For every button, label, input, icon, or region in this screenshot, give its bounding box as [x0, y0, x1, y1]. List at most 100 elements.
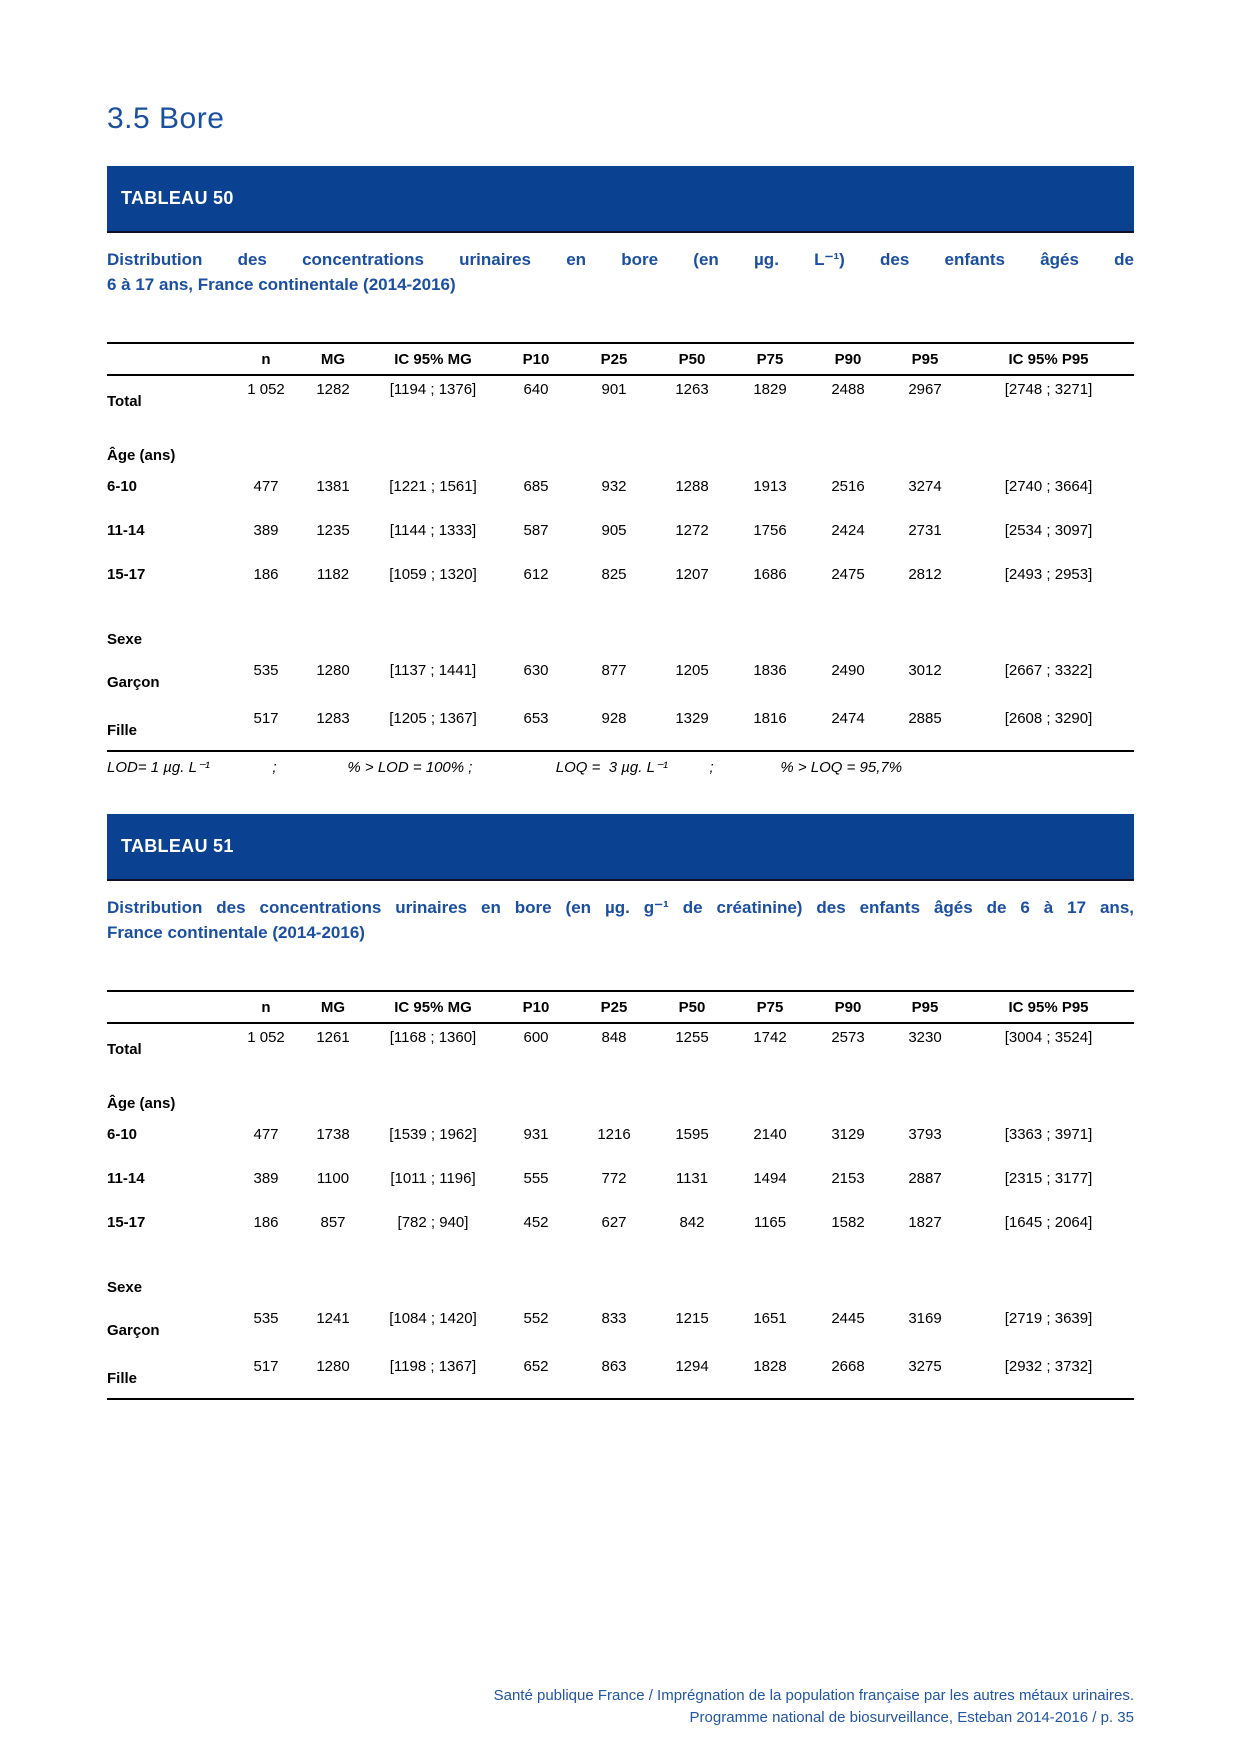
row-label: Garçon — [107, 1322, 160, 1339]
row-label: Âge (ans) — [107, 1095, 176, 1112]
tableau-50-banner-label: TABLEAU 50 — [121, 188, 234, 208]
value-cell: 1182 — [316, 566, 350, 583]
value-cell — [575, 1081, 653, 1121]
table-row: Fille 517 1283 [1205 ; 1367] 653 928 1329 1816 2… — [107, 705, 1134, 751]
value-cell: 2445 — [831, 1310, 865, 1327]
value-cell — [497, 1081, 575, 1121]
value-cell: [2748 ; 3271] — [1004, 381, 1093, 398]
value-cell — [887, 1081, 963, 1121]
value-cell: 2490 — [831, 662, 865, 679]
header-row: n MG IC 95% MG P10 P25 P50 P75 P90 P95 IC 95% P95 — [107, 343, 1134, 375]
tableau-50-table-body: Total 1 052 1282 [1194 ; 1376] 640 901 1263 182… — [107, 375, 1134, 751]
value-cell: 863 — [601, 1358, 627, 1375]
tableau-50-caption-line-2: 6 à 17 ans, France continentale (2014-20… — [107, 275, 456, 294]
value-cell: [2719 ; 3639] — [1004, 1310, 1093, 1327]
value-cell: 1595 — [675, 1126, 709, 1143]
value-cell — [297, 617, 369, 657]
value-cell: 825 — [601, 566, 627, 583]
table-row: Fille 517 1280 [1198 ; 1367] 652 863 1294 1828 2… — [107, 1353, 1134, 1399]
value-cell: 1686 — [753, 566, 787, 583]
value-cell: 2516 — [831, 478, 865, 495]
value-cell: 1827 — [908, 1214, 942, 1231]
value-cell: [1221 ; 1561] — [389, 478, 477, 495]
value-cell: 1255 — [675, 1029, 709, 1046]
value-cell: [1198 ; 1367] — [389, 1358, 477, 1375]
value-cell: 1651 — [753, 1310, 787, 1327]
value-cell: [1084 ; 1420] — [389, 1310, 477, 1327]
value-cell: 640 — [523, 381, 549, 398]
group-header-row: Sexe — [107, 1265, 1134, 1305]
value-cell — [887, 617, 963, 657]
value-cell: 833 — [601, 1310, 627, 1327]
tableau-51-table-body: Total 1 052 1261 [1168 ; 1360] 600 848 1255 174… — [107, 1023, 1134, 1399]
group-header-row: Âge (ans) — [107, 1081, 1134, 1121]
value-cell — [653, 1265, 731, 1305]
value-cell: 2885 — [908, 710, 942, 727]
table-row: 11-14 389 1235 [1144 ; 1333] 587 905 1272 1756 2… — [107, 517, 1134, 561]
table-row: Garçon 535 1280 [1137 ; 1441] 630 877 1205 1836… — [107, 657, 1134, 705]
value-cell — [809, 1265, 887, 1305]
column-header-ic-95-mg: IC 95% MG — [394, 998, 472, 1016]
group-header-row: Sexe — [107, 617, 1134, 657]
row-label: Garçon — [107, 674, 160, 691]
value-cell: [1059 ; 1320] — [389, 566, 477, 583]
row-label: Fille — [107, 722, 138, 739]
value-cell — [731, 617, 809, 657]
value-cell: 772 — [601, 1170, 627, 1187]
tableau-51-banner-label: TABLEAU 51 — [121, 836, 234, 856]
value-cell: 877 — [601, 662, 627, 679]
value-cell — [963, 1081, 1134, 1121]
value-cell — [653, 1081, 731, 1121]
value-cell: 2887 — [908, 1170, 942, 1187]
table-row: Total 1 052 1282 [1194 ; 1376] 640 901 1263 182… — [107, 375, 1134, 433]
value-cell: 932 — [601, 478, 627, 495]
value-cell: 2474 — [831, 710, 865, 727]
value-cell — [235, 617, 297, 657]
column-header-p75: P75 — [756, 998, 784, 1016]
value-cell: 1272 — [675, 522, 709, 539]
row-label: 6-10 — [107, 1126, 138, 1143]
value-cell — [297, 1081, 369, 1121]
value-cell: 1235 — [316, 522, 350, 539]
column-header-p90: P90 — [834, 998, 862, 1016]
value-cell: 1828 — [753, 1358, 787, 1375]
column-header-n: n — [261, 350, 271, 368]
value-cell — [963, 1265, 1134, 1305]
footer-line-2: Programme national de biosurveillance, E… — [689, 1709, 1134, 1726]
value-cell: 186 — [253, 1214, 279, 1231]
page-footer: Santé publique France / Imprégnation de … — [494, 1685, 1134, 1729]
value-cell: 535 — [253, 662, 279, 679]
value-cell — [963, 433, 1134, 473]
value-cell: 587 — [523, 522, 549, 539]
column-header-p50: P50 — [678, 350, 706, 368]
value-cell: 3275 — [908, 1358, 942, 1375]
value-cell: 1241 — [316, 1310, 350, 1327]
table-row: Garçon 535 1241 [1084 ; 1420] 552 833 1215 1651… — [107, 1305, 1134, 1353]
value-cell: 1165 — [753, 1214, 787, 1231]
tableau-50-caption-line-1: Distribution des concentrations urinaire… — [107, 250, 1134, 269]
value-cell — [297, 433, 369, 473]
value-cell: [1168 ; 1360] — [389, 1029, 477, 1046]
footer-line-1: Santé publique France / Imprégnation de … — [493, 1687, 1134, 1704]
column-header-ic-95-p95: IC 95% P95 — [1008, 350, 1089, 368]
row-label: Total — [107, 1041, 142, 1058]
value-cell — [731, 1265, 809, 1305]
value-cell: 477 — [253, 1126, 279, 1143]
tableau-50-table-head: n MG IC 95% MG P10 P25 P50 P75 P90 P95 IC 95% P95 — [107, 343, 1134, 375]
value-cell: 1742 — [753, 1029, 787, 1046]
value-cell — [575, 433, 653, 473]
row-label: Sexe — [107, 1279, 143, 1296]
value-cell: 901 — [601, 381, 627, 398]
row-label: 11-14 — [107, 522, 145, 539]
value-cell: [2315 ; 3177] — [1004, 1170, 1093, 1187]
value-cell: 1207 — [675, 566, 709, 583]
column-header-ic-95-p95: IC 95% P95 — [1008, 998, 1089, 1016]
value-cell — [731, 1081, 809, 1121]
value-cell: 1816 — [753, 710, 787, 727]
table-row: Total 1 052 1261 [1168 ; 1360] 600 848 1255 174… — [107, 1023, 1134, 1081]
value-cell: [2667 ; 3322] — [1004, 662, 1093, 679]
value-cell — [809, 1081, 887, 1121]
value-cell — [809, 617, 887, 657]
value-cell: 1283 — [316, 710, 350, 727]
